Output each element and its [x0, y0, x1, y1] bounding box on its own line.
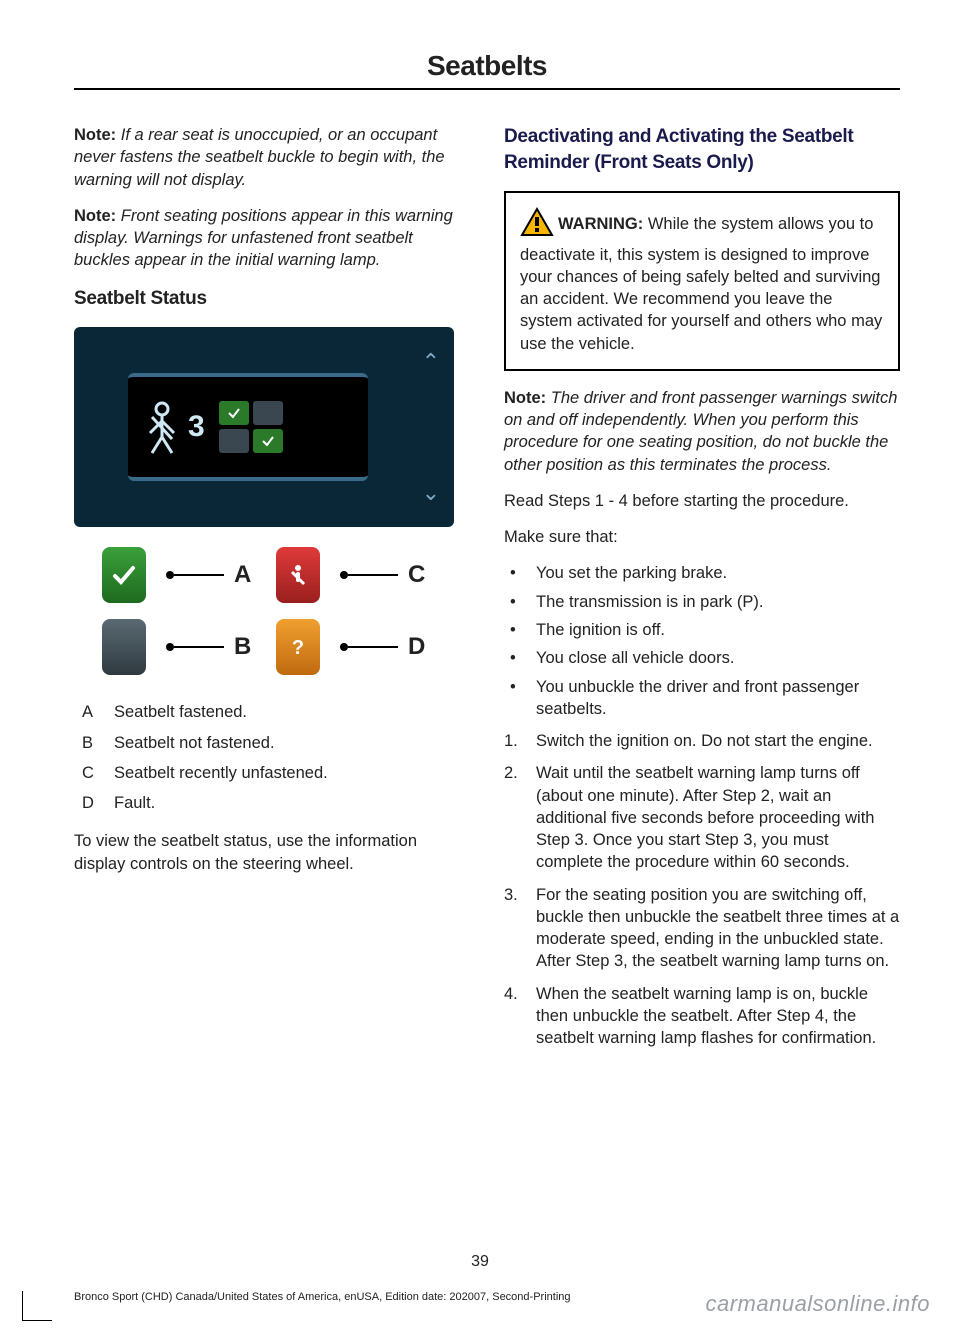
footer-line: Bronco Sport (CHD) Canada/United States … [74, 1291, 571, 1303]
def-row: DFault. [74, 792, 470, 814]
bullet-dot: • [504, 619, 536, 641]
chevron-down-icon: ⌄ [422, 478, 440, 508]
legend-letter: D [408, 631, 432, 663]
seat-cell-icon [219, 429, 249, 453]
dashboard-graphic: ⌃ ⌄ 3 [74, 327, 470, 527]
def-row: ASeatbelt fastened. [74, 701, 470, 723]
step-text: For the seating position you are switchi… [536, 884, 900, 973]
chevron-up-icon: ⌃ [422, 347, 440, 377]
make-sure-paragraph: Make sure that: [504, 526, 900, 548]
seat-count: 3 [188, 407, 205, 448]
legend-icon-d: ? [276, 619, 320, 675]
page: Seatbelts Note: If a rear seat is unoccu… [0, 0, 960, 1337]
svg-text:?: ? [292, 637, 304, 659]
bullet-text: You close all vehicle doors. [536, 647, 900, 669]
legend-letter: C [408, 559, 432, 591]
seat-cell-icon [219, 401, 249, 425]
note-label: Note: [504, 389, 546, 407]
bullet-dot: • [504, 647, 536, 669]
bullet-dot: • [504, 562, 536, 584]
def-key: D [74, 792, 114, 814]
page-number: 39 [0, 1253, 960, 1271]
step-number: 4. [504, 983, 536, 1050]
def-row: CSeatbelt recently unfastened. [74, 762, 470, 784]
warning-label: WARNING: [558, 215, 643, 233]
bullet-text: You set the parking brake. [536, 562, 900, 584]
legend-letter: A [234, 559, 258, 591]
def-key: B [74, 732, 114, 754]
numbered-list: 1.Switch the ignition on. Do not start t… [504, 730, 900, 1049]
header-rule [74, 88, 900, 90]
def-val: Fault. [114, 792, 470, 814]
note-text: If a rear seat is unoccupied, or an occu… [74, 126, 445, 189]
step-number: 2. [504, 762, 536, 873]
step-row: 4.When the seatbelt warning lamp is on, … [504, 983, 900, 1050]
step-number: 1. [504, 730, 536, 752]
step-row: 1.Switch the ignition on. Do not start t… [504, 730, 900, 752]
def-val: Seatbelt recently unfastened. [114, 762, 470, 784]
note-1: Note: If a rear seat is unoccupied, or a… [74, 124, 470, 191]
seat-cell-icon [253, 429, 283, 453]
bullet-row: •You unbuckle the driver and front passe… [504, 676, 900, 721]
columns: Note: If a rear seat is unoccupied, or a… [74, 124, 900, 1060]
seat-status-grid [219, 401, 283, 453]
right-column: Deactivating and Activating the Seatbelt… [504, 124, 900, 1060]
bullet-list: •You set the parking brake. •The transmi… [504, 562, 900, 720]
dashboard-panel: 3 [128, 373, 368, 481]
intro-paragraph: Read Steps 1 - 4 before starting the pro… [504, 490, 900, 512]
section-title: Seatbelts [74, 50, 900, 82]
note-label: Note: [74, 126, 116, 144]
note-text: The driver and front passenger warnings … [504, 389, 897, 474]
bullet-text: The transmission is in park (P). [536, 591, 900, 613]
bullet-text: You unbuckle the driver and front passen… [536, 676, 900, 721]
seat-cell-icon [253, 401, 283, 425]
step-row: 3.For the seating position you are switc… [504, 884, 900, 973]
bullet-dot: • [504, 676, 536, 721]
crop-mark [22, 1291, 52, 1321]
bullet-text: The ignition is off. [536, 619, 900, 641]
bullet-row: •The ignition is off. [504, 619, 900, 641]
tail-paragraph: To view the seatbelt status, use the inf… [74, 830, 470, 875]
warning-box: WARNING: While the system allows you to … [504, 191, 900, 371]
bullet-row: •The transmission is in park (P). [504, 591, 900, 613]
watermark: carmanualsonline.info [705, 1291, 930, 1317]
legend-connector: B [166, 631, 268, 663]
legend-icon-b [102, 619, 146, 675]
legend-connector: A [166, 559, 268, 591]
warning-text: While the system allows you to deactivat… [520, 215, 882, 352]
def-key: A [74, 701, 114, 723]
warning-triangle-icon [520, 207, 554, 243]
legend-graphic: A C B ? D [102, 547, 442, 675]
def-val: Seatbelt not fastened. [114, 732, 470, 754]
step-text: Wait until the seatbelt warning lamp tur… [536, 762, 900, 873]
legend-connector: C [340, 559, 442, 591]
legend-definitions: ASeatbelt fastened. BSeatbelt not fasten… [74, 701, 470, 814]
note-label: Note: [74, 207, 116, 225]
legend-icon-c [276, 547, 320, 603]
legend-connector: D [340, 631, 442, 663]
bullet-row: •You set the parking brake. [504, 562, 900, 584]
dashboard-screen: ⌃ ⌄ 3 [74, 327, 454, 527]
note-text: Front seating positions appear in this w… [74, 207, 453, 270]
step-text: Switch the ignition on. Do not start the… [536, 730, 900, 752]
legend-icon-a [102, 547, 146, 603]
seatbelt-person-icon [142, 399, 182, 455]
def-row: BSeatbelt not fastened. [74, 732, 470, 754]
note-2: Note: Front seating positions appear in … [74, 205, 470, 272]
bullet-dot: • [504, 591, 536, 613]
legend-letter: B [234, 631, 258, 663]
step-row: 2.Wait until the seatbelt warning lamp t… [504, 762, 900, 873]
header: Seatbelts [74, 50, 900, 82]
seatbelt-status-heading: Seatbelt Status [74, 286, 470, 312]
def-val: Seatbelt fastened. [114, 701, 470, 723]
step-text: When the seatbelt warning lamp is on, bu… [536, 983, 900, 1050]
step-number: 3. [504, 884, 536, 973]
def-key: C [74, 762, 114, 784]
deactivate-heading: Deactivating and Activating the Seatbelt… [504, 124, 900, 175]
left-column: Note: If a rear seat is unoccupied, or a… [74, 124, 470, 1060]
bullet-row: •You close all vehicle doors. [504, 647, 900, 669]
note-3: Note: The driver and front passenger war… [504, 387, 900, 476]
